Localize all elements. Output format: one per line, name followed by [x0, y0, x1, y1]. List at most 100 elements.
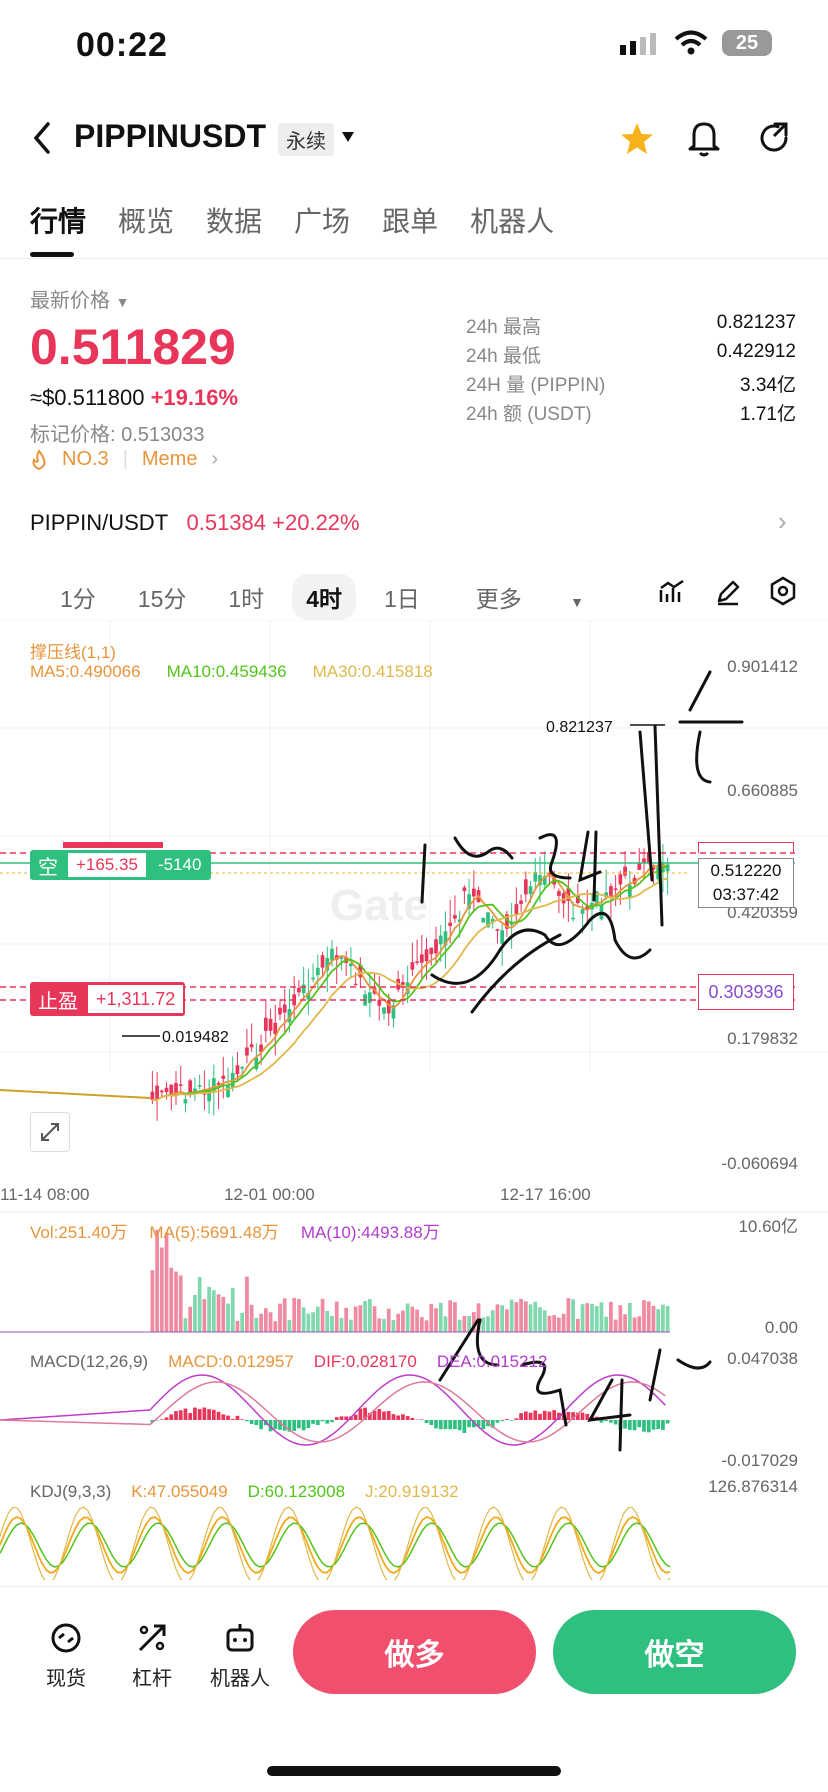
volume-bar — [457, 1319, 462, 1332]
volume-bar — [292, 1297, 297, 1332]
macd-bar — [481, 1420, 486, 1430]
candle-body — [221, 1075, 226, 1079]
volume-bar — [528, 1304, 533, 1332]
page-title: PIPPINUSDT — [74, 118, 267, 154]
caret-down-icon[interactable] — [340, 130, 356, 144]
volume-bar — [221, 1296, 226, 1332]
divider — [0, 1586, 828, 1587]
category-tag[interactable]: Meme — [141, 448, 198, 470]
macd-bar — [377, 1409, 382, 1420]
expand-icon[interactable] — [30, 1112, 70, 1152]
spot-pair-row[interactable]: PIPPIN/USDT 0.51384 +20.22% — [30, 510, 360, 535]
macd-bar — [575, 1412, 580, 1420]
nav-margin[interactable]: 杠杆 — [112, 1620, 192, 1691]
price-box-top — [698, 842, 794, 853]
tab-data[interactable]: 数据 — [206, 206, 263, 237]
interval-more[interactable]: 更多 ▼ — [475, 586, 585, 612]
interval-1d[interactable]: 1日 — [383, 586, 420, 612]
latest-price: 0.511829 — [30, 319, 236, 375]
candle-body — [349, 963, 353, 967]
nav-spot[interactable]: 现货 — [26, 1620, 106, 1691]
macd-legend: MACD(12,26,9) MACD:0.012957 DIF:0.028170… — [30, 1352, 548, 1371]
volume-bar — [150, 1270, 155, 1332]
volume-bar — [202, 1299, 207, 1332]
candle-body — [637, 862, 642, 870]
interval-1h[interactable]: 1时 — [228, 586, 265, 612]
tab-overview[interactable]: 概览 — [118, 206, 175, 237]
kline-chart[interactable]: Gate 0.821237 0.019482 0.901412 0.660885… — [0, 620, 828, 1580]
short-button[interactable]: 做空 — [553, 1610, 796, 1694]
ticker-tags: NO.3 | Meme › — [30, 448, 218, 471]
volume-bar — [211, 1290, 216, 1332]
indicator-icon[interactable] — [658, 578, 686, 606]
tab-bots[interactable]: 机器人 — [470, 206, 555, 237]
candle-body — [566, 888, 571, 901]
volume-bar — [585, 1303, 590, 1332]
star-icon[interactable] — [618, 120, 656, 158]
volume-bar — [159, 1247, 164, 1332]
candle-body — [571, 917, 575, 920]
macd-bar — [311, 1420, 315, 1424]
volume-bar — [415, 1309, 419, 1332]
macd-bar — [623, 1420, 627, 1429]
dif-line — [0, 1374, 666, 1446]
volume-bar — [443, 1316, 448, 1332]
bell-icon[interactable] — [686, 118, 722, 158]
interval-15m[interactable]: 15分 — [137, 586, 187, 612]
volume-bar — [245, 1276, 249, 1332]
macd-bar — [429, 1420, 434, 1426]
interval-1m[interactable]: 1分 — [60, 586, 96, 612]
rank-tag[interactable]: NO.3 — [62, 448, 109, 470]
macd-bar — [599, 1420, 604, 1423]
macd-bar — [278, 1420, 282, 1430]
tab-square[interactable]: 广场 — [294, 206, 351, 237]
tp-tag[interactable]: 止盈 +1,311.72 — [30, 982, 186, 1016]
candle-body — [609, 886, 613, 898]
volume-bar — [661, 1304, 665, 1332]
candle-body — [561, 893, 566, 904]
chevron-right-icon[interactable]: › — [778, 506, 787, 536]
nav-bots[interactable]: 机器人 — [200, 1620, 280, 1691]
volume-bar — [273, 1321, 278, 1332]
candle-body — [216, 1082, 221, 1085]
volume-bar — [197, 1277, 202, 1332]
ma-line — [152, 864, 668, 1101]
macd-bar — [656, 1420, 661, 1430]
usd-price: ≈$0.511800 +19.16% — [30, 385, 239, 410]
macd-bar — [585, 1413, 590, 1420]
macd-bar — [164, 1417, 169, 1420]
home-indicator[interactable] — [267, 1766, 561, 1776]
volume-bar — [278, 1303, 282, 1332]
share-icon[interactable] — [756, 120, 792, 156]
volume-bar — [297, 1298, 301, 1332]
candle-body — [448, 922, 453, 927]
macd-bar — [306, 1420, 311, 1429]
candle-body — [273, 1022, 278, 1035]
pencil-icon[interactable] — [714, 578, 742, 606]
position-tag[interactable]: 空 +165.35 -5140 — [30, 850, 212, 880]
volume-bar — [665, 1306, 670, 1332]
macd-bar — [301, 1420, 306, 1431]
volume-bar — [448, 1300, 453, 1332]
candle-body — [339, 957, 344, 960]
candle-body — [164, 1087, 169, 1093]
settings-hex-icon[interactable] — [768, 576, 798, 606]
macd-bar — [651, 1420, 656, 1430]
volume-bar — [405, 1303, 410, 1332]
signal-icon — [620, 33, 656, 55]
macd-bar — [353, 1414, 358, 1420]
back-icon[interactable] — [30, 120, 54, 156]
long-button[interactable]: 做多 — [293, 1610, 536, 1694]
volume-bar — [618, 1305, 623, 1332]
interval-4h[interactable]: 4时 — [292, 574, 356, 620]
indicator-name[interactable]: 撑压线(1,1) — [30, 643, 116, 662]
time-axis-label: 11-14 08:00 — [0, 1185, 89, 1204]
volume-bar — [301, 1307, 306, 1332]
low-label: 0.019482 — [162, 1029, 229, 1046]
macd-bar — [580, 1412, 585, 1420]
macd-bar — [533, 1410, 538, 1420]
candle-body — [278, 1007, 282, 1015]
tab-copy-trading[interactable]: 跟单 — [382, 206, 439, 237]
tab-market[interactable]: 行情 — [30, 206, 87, 237]
latest-price-label[interactable]: 最新价格 ▼ — [30, 290, 130, 312]
